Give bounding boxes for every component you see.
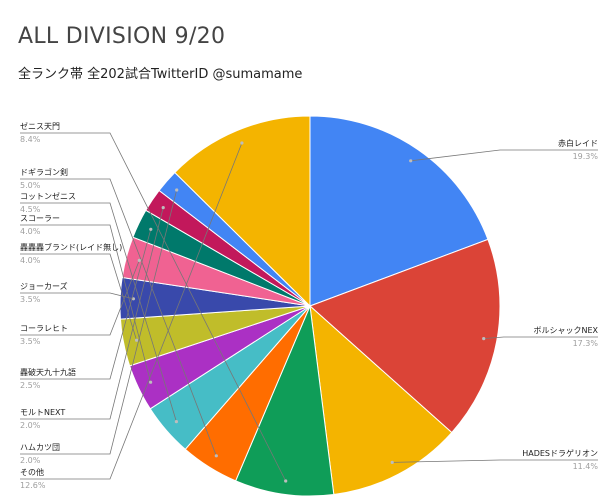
slice-label-9: コーラレヒト xyxy=(20,324,68,333)
leader-dot-4 xyxy=(214,454,218,458)
leader-line-6 xyxy=(20,224,151,383)
slice-label-1: ボルシャックNEX xyxy=(533,326,598,335)
leader-dot-6 xyxy=(149,380,153,384)
slice-percent-10: 2.5% xyxy=(20,381,41,390)
leader-line-7 xyxy=(20,253,137,341)
leader-dot-0 xyxy=(409,159,413,163)
leader-dot-7 xyxy=(135,338,139,342)
leader-dot-5 xyxy=(174,420,178,424)
slice-percent-2: 11.4% xyxy=(573,462,599,471)
slice-label-10: 轟破天九十九語 xyxy=(20,367,76,377)
slice-label-12: ハムカツ団 xyxy=(20,443,60,452)
slice-percent-12: 2.0% xyxy=(20,456,41,465)
pie-slice-13 xyxy=(174,115,311,308)
leader-line-2 xyxy=(392,459,598,463)
slice-label-5: コットンゼニス xyxy=(20,191,76,201)
leader-line-8 xyxy=(20,292,134,300)
chart-title: ALL DIVISION 9/20 xyxy=(18,24,226,49)
leader-dot-2 xyxy=(390,460,394,464)
slice-percent-13: 12.6% xyxy=(20,481,46,490)
pie-slice-1 xyxy=(309,238,501,434)
leader-line-12 xyxy=(20,189,178,455)
slice-percent-9: 3.5% xyxy=(20,337,41,346)
leader-line-1 xyxy=(483,336,598,339)
leader-line-5 xyxy=(20,202,177,422)
slice-label-13: その他 xyxy=(20,467,44,477)
leader-dot-13 xyxy=(240,141,244,145)
leader-dot-10 xyxy=(149,227,153,231)
leader-line-9 xyxy=(20,260,140,336)
leader-line-4 xyxy=(20,178,217,456)
slice-percent-5: 4.5% xyxy=(20,205,41,214)
slice-percent-1: 17.3% xyxy=(573,339,599,348)
leader-dot-1 xyxy=(482,337,486,341)
slice-label-6: スコーラー xyxy=(20,214,60,223)
leader-dot-11 xyxy=(161,206,165,210)
slice-percent-8: 3.5% xyxy=(20,295,41,304)
leader-dot-8 xyxy=(131,297,135,301)
chart-subtitle: 全ランク帯 全202試合TwitterID @sumamame xyxy=(18,67,303,82)
leader-line-11 xyxy=(20,207,164,420)
slice-percent-0: 19.3% xyxy=(573,152,599,161)
pie-slice-2 xyxy=(309,304,453,496)
slice-percent-6: 4.0% xyxy=(20,227,41,236)
leader-line-10 xyxy=(20,229,152,380)
slice-label-3: ゼニス天門 xyxy=(20,121,60,131)
leader-line-0 xyxy=(410,149,598,162)
slice-label-11: モルトNEXT xyxy=(20,408,65,417)
leader-line-13 xyxy=(20,142,243,480)
slice-percent-3: 8.4% xyxy=(20,135,41,144)
slice-label-7: 轟轟轟ブランド(レイド無し) xyxy=(20,242,122,252)
slice-label-0: 赤白レイド xyxy=(558,138,598,148)
pie-slice-3 xyxy=(234,304,335,497)
leader-dot-12 xyxy=(175,188,179,192)
slice-label-8: ジョーカーズ xyxy=(20,281,68,291)
slice-label-4: ドギラゴン剣 xyxy=(20,167,68,177)
leader-line-3 xyxy=(20,132,287,482)
slice-percent-11: 2.0% xyxy=(20,421,41,430)
leader-dot-3 xyxy=(284,479,288,483)
pie-slice-0 xyxy=(309,115,489,307)
slice-percent-4: 5.0% xyxy=(20,181,41,190)
leader-dot-9 xyxy=(137,258,141,262)
slice-label-2: HADESドラゲリオン xyxy=(522,448,598,458)
slice-percent-7: 4.0% xyxy=(20,256,41,265)
